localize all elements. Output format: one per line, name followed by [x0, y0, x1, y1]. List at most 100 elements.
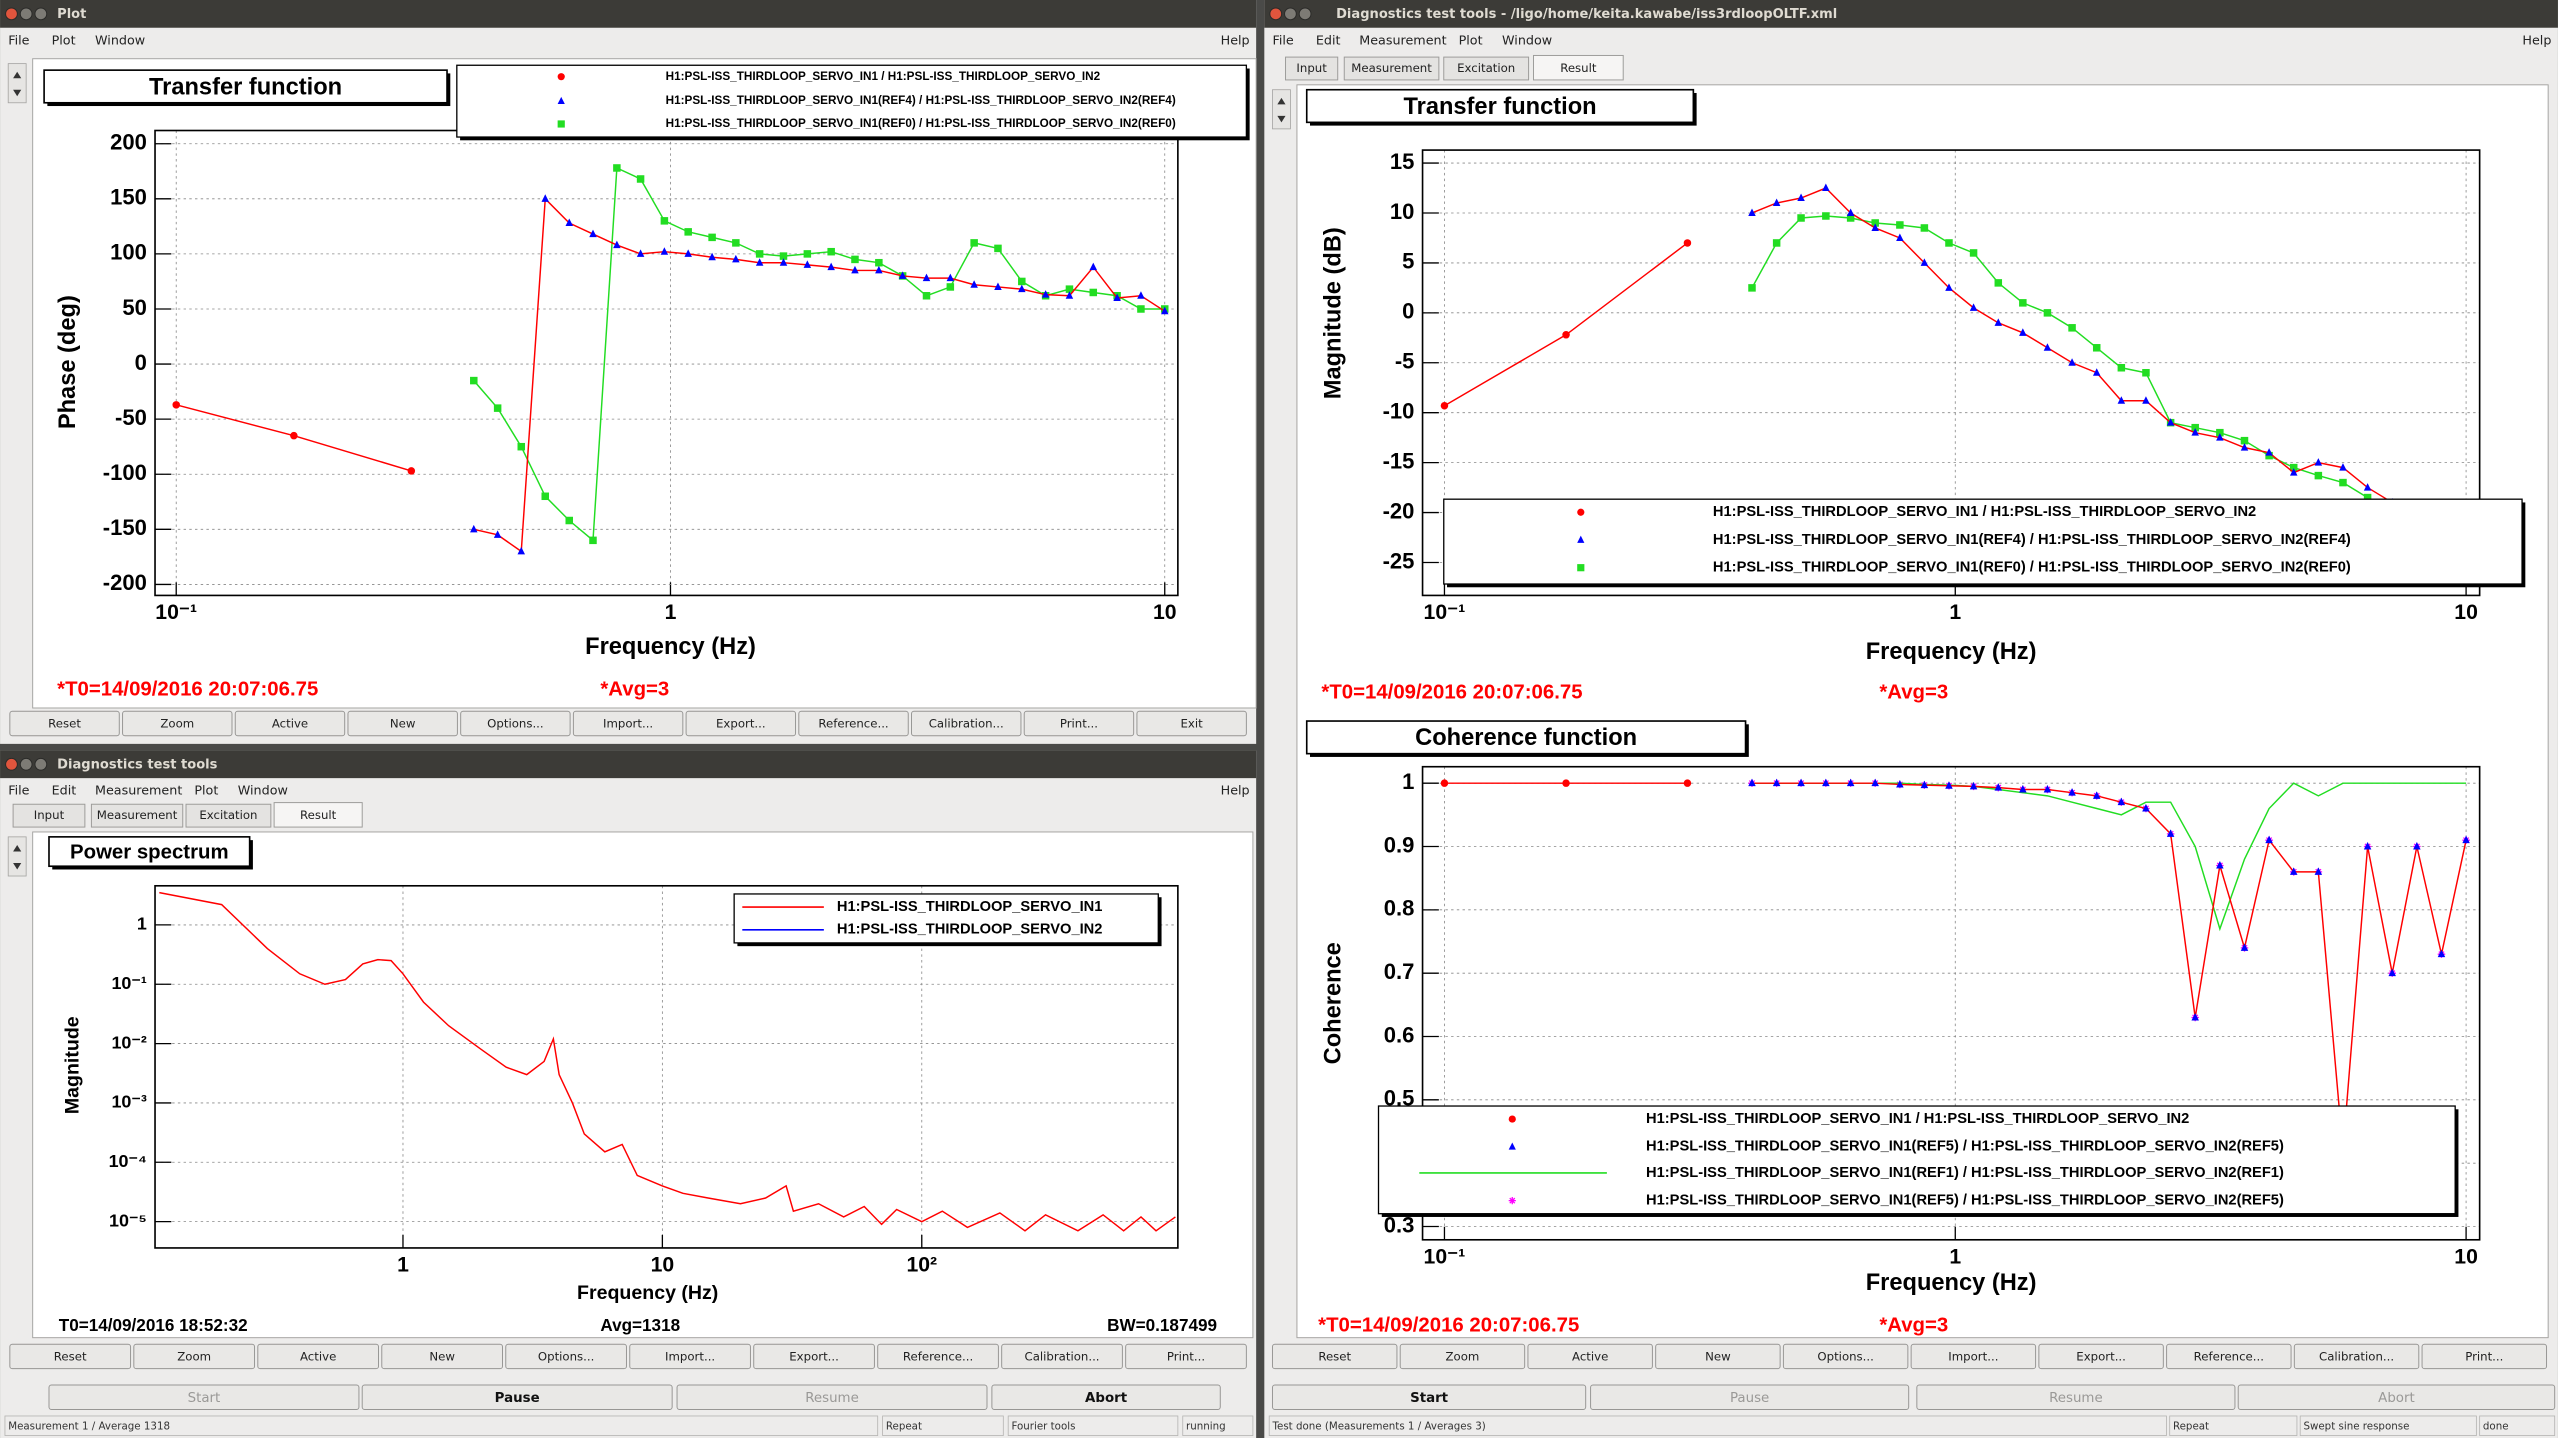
control-button[interactable] [1271, 1384, 1587, 1410]
button[interactable] [1910, 1343, 2037, 1370]
scroll-down[interactable] [13, 862, 22, 870]
button-label[interactable]: Options... [1817, 1349, 1873, 1363]
button[interactable] [505, 1343, 627, 1370]
menu-item[interactable]: File [8, 783, 29, 798]
tab[interactable] [12, 803, 86, 828]
tab-label[interactable]: Measurement [1351, 61, 1432, 75]
close-button[interactable] [5, 757, 18, 771]
button-label[interactable]: Reference... [818, 716, 888, 730]
button[interactable] [381, 1343, 503, 1370]
button-label[interactable]: Calibration... [929, 716, 1004, 730]
tab-label[interactable]: Measurement [97, 808, 178, 822]
tab[interactable] [1285, 56, 1339, 81]
minimize-button[interactable] [19, 757, 33, 771]
button-label[interactable]: Print... [2465, 1349, 2503, 1363]
scroll-up[interactable] [1277, 97, 1286, 105]
button[interactable] [2038, 1343, 2164, 1370]
button[interactable] [1136, 710, 1247, 737]
tab-label[interactable]: Excitation [1457, 61, 1515, 75]
tab[interactable] [185, 803, 272, 828]
button[interactable] [1023, 710, 1135, 737]
control-button[interactable] [48, 1384, 360, 1410]
control-button[interactable] [361, 1384, 673, 1410]
button[interactable] [1125, 1343, 1247, 1370]
scroll-up[interactable] [13, 71, 22, 79]
button-label[interactable]: Export... [716, 716, 766, 730]
menu-help[interactable]: Help [1221, 783, 1250, 798]
menu-help[interactable]: Help [2522, 32, 2551, 47]
button[interactable] [460, 710, 571, 737]
button-label[interactable]: Zoom [160, 716, 194, 730]
button[interactable] [1782, 1343, 1909, 1370]
button[interactable] [257, 1343, 380, 1370]
button[interactable] [133, 1343, 256, 1370]
menu-item[interactable]: Plot [194, 783, 218, 798]
button-label[interactable]: Reference... [2194, 1349, 2264, 1363]
button-label[interactable]: Print... [1167, 1349, 1205, 1363]
menu-item[interactable]: Plot [1459, 32, 1483, 47]
close-button[interactable] [5, 7, 18, 21]
button-label[interactable]: Zoom [1446, 1349, 1480, 1363]
button-label[interactable]: Reference... [903, 1349, 973, 1363]
menu-item[interactable]: File [8, 32, 29, 47]
tab-active[interactable] [1532, 54, 1624, 81]
button[interactable] [877, 1343, 999, 1370]
button[interactable] [9, 1343, 132, 1370]
button-label[interactable]: Active [272, 716, 308, 730]
button-label[interactable]: Calibration... [1025, 1349, 1100, 1363]
menu-item[interactable]: Edit [1316, 32, 1341, 47]
control-label[interactable]: Resume [2049, 1391, 2103, 1406]
button[interactable] [1527, 1343, 1653, 1370]
button-label[interactable]: Import... [1948, 1349, 1998, 1363]
button[interactable] [629, 1343, 751, 1370]
menu-item[interactable]: Measurement [95, 783, 182, 798]
maximize-button[interactable] [34, 7, 48, 21]
button[interactable] [2421, 1343, 2548, 1370]
button-label[interactable]: Active [1572, 1349, 1608, 1363]
button-label[interactable]: Reset [1318, 1349, 1351, 1363]
tab-active[interactable] [273, 802, 363, 828]
button-label[interactable]: Exit [1181, 716, 1204, 730]
tab[interactable] [1343, 56, 1440, 81]
control-label[interactable]: Abort [1085, 1391, 1128, 1406]
button[interactable] [347, 710, 458, 737]
button-label[interactable]: Options... [538, 1349, 594, 1363]
menu-item[interactable]: File [1272, 32, 1293, 47]
tab-label[interactable]: Result [300, 808, 337, 822]
button[interactable] [9, 710, 120, 737]
control-label[interactable]: Pause [495, 1391, 540, 1406]
maximize-button[interactable] [34, 757, 48, 771]
button-label[interactable]: Options... [487, 716, 543, 730]
tab-label[interactable]: Input [34, 808, 65, 822]
scroll-up[interactable] [13, 845, 22, 852]
minimize-button[interactable] [1284, 7, 1297, 21]
tab-label[interactable]: Excitation [199, 808, 257, 822]
button-label[interactable]: Reset [54, 1349, 87, 1363]
button-label[interactable]: Zoom [177, 1349, 211, 1363]
menu-item[interactable]: Measurement [1359, 32, 1446, 47]
button[interactable] [1399, 1343, 1526, 1370]
button[interactable] [798, 710, 909, 737]
tab-label[interactable]: Result [1560, 61, 1597, 75]
button[interactable] [234, 710, 346, 737]
control-label[interactable]: Start [1410, 1391, 1449, 1406]
button[interactable] [1001, 1343, 1123, 1370]
button[interactable] [911, 710, 1022, 737]
button[interactable] [572, 710, 684, 737]
menu-item[interactable]: Plot [52, 32, 76, 47]
scroll-down[interactable] [1277, 115, 1286, 123]
control-label[interactable]: Abort [2378, 1391, 2415, 1406]
tab[interactable] [1443, 56, 1530, 81]
scroll-down[interactable] [13, 89, 22, 97]
button-label[interactable]: Export... [789, 1349, 839, 1363]
button-label[interactable]: Reset [48, 716, 81, 730]
button-label[interactable]: New [1705, 1349, 1731, 1363]
menu-item[interactable]: Window [95, 32, 145, 47]
button-label[interactable]: Calibration... [2319, 1349, 2394, 1363]
control-button[interactable] [2237, 1384, 2556, 1410]
control-button[interactable] [991, 1384, 1221, 1410]
button-label[interactable]: New [429, 1349, 455, 1363]
button-label[interactable]: Import... [603, 716, 653, 730]
button[interactable] [2166, 1343, 2292, 1370]
button-label[interactable]: Active [300, 1349, 336, 1363]
